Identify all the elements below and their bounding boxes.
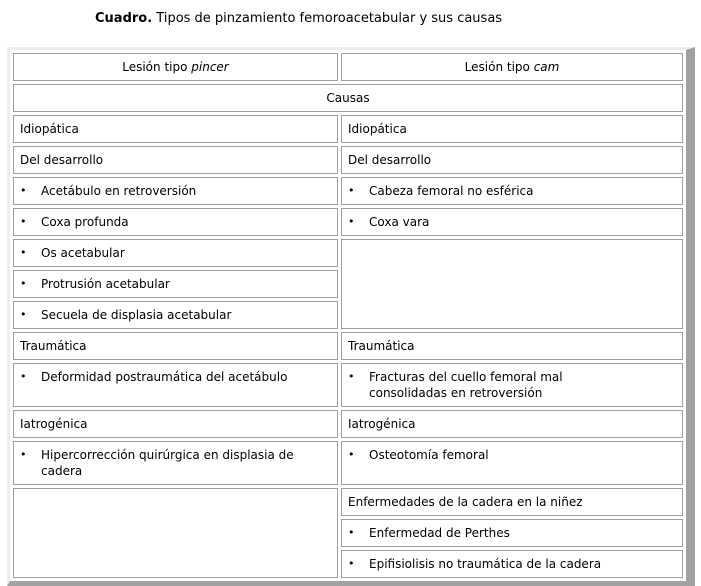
cell-cam-osteotomia: • Osteotomía femoral	[341, 441, 683, 485]
cell-cam-cabeza-no-esferica: • Cabeza femoral no esférica	[341, 177, 683, 205]
table-frame: Lesión tipo pincer Lesión tipo cam Causa…	[7, 47, 695, 586]
causes-table: Lesión tipo pincer Lesión tipo cam Causa…	[10, 50, 686, 581]
table-row: • Deformidad postraumática del acetábulo …	[13, 363, 683, 407]
bullet-icon: •	[348, 184, 355, 197]
bullet-text: Coxa vara	[369, 215, 430, 229]
table-row: Iatrogénica Iatrogénica	[13, 410, 683, 438]
bullet-text: Osteotomía femoral	[369, 448, 489, 462]
header-cam-prefix: Lesión tipo	[464, 60, 534, 74]
table-row: • Acetábulo en retroversión • Cabeza femor…	[13, 177, 683, 205]
cell-pincer-secuela-displasia: • Secuela de displasia acetabular	[13, 301, 338, 329]
bullet-icon: •	[348, 448, 355, 461]
cell-pincer-hipercorreccion: • Hipercorrección quirúrgica en displasia…	[13, 441, 338, 485]
header-pincer-emphasis: pincer	[191, 60, 229, 74]
bullet-icon: •	[20, 246, 27, 259]
bullet-text: Hipercorrección quirúrgica en displasia …	[41, 448, 294, 478]
cell-pincer-protrusion-acetabular: • Protrusión acetabular	[13, 270, 338, 298]
bullet-icon: •	[20, 184, 27, 197]
cell-cam-traumatica: Traumática	[341, 332, 683, 360]
table-row: Del desarrollo Del desarrollo	[13, 146, 683, 174]
bullet-text: Acetábulo en retroversión	[41, 184, 197, 198]
cell-cam-perthes: • Enfermedad de Perthes	[341, 519, 683, 547]
header-cam-emphasis: cam	[533, 60, 560, 74]
cell-pincer-iatrogenica: Iatrogénica	[13, 410, 338, 438]
bullet-text: Fracturas del cuello femoral mal consoli…	[369, 370, 563, 400]
table-row: Traumática Traumática	[13, 332, 683, 360]
bullet-text: Enfermedad de Perthes	[369, 526, 510, 540]
bullet-text: Secuela de displasia acetabular	[41, 308, 232, 322]
bullet-icon: •	[20, 448, 27, 461]
bullet-text: Coxa profunda	[41, 215, 129, 229]
cell-cam-enfermedades-ninez: Enfermedades de la cadera en la niñez	[341, 488, 683, 516]
bullet-text: Epifisiolisis no traumática de la cadera	[369, 557, 602, 571]
bullet-icon: •	[348, 370, 355, 383]
table-row: Enfermedades de la cadera en la niñez	[13, 488, 683, 578]
cell-pincer-acetabulo-retroversion: • Acetábulo en retroversión	[13, 177, 338, 205]
header-cam: Lesión tipo cam	[341, 53, 683, 81]
table-row-headers: Lesión tipo pincer Lesión tipo cam	[13, 53, 683, 81]
cell-cam-coxa-vara: • Coxa vara	[341, 208, 683, 236]
table-caption: Cuadro. Tipos de pinzamiento femoroaceta…	[95, 11, 502, 27]
causas-header-cell: Causas	[13, 84, 683, 112]
bullet-icon: •	[348, 526, 355, 539]
bullet-icon: •	[20, 277, 27, 290]
table-row: • Coxa profunda • Coxa vara	[13, 208, 683, 236]
table-row: • Enfermedad de Perthes	[13, 519, 683, 547]
cell-cam-idiopatica: Idiopática	[341, 115, 683, 143]
bullet-icon: •	[20, 370, 27, 383]
cell-cam-del-desarrollo: Del desarrollo	[341, 146, 683, 174]
empty-cell-pincer	[13, 488, 338, 578]
bullet-text: Cabeza femoral no esférica	[369, 184, 534, 198]
bullet-icon: •	[348, 215, 355, 228]
table-row: Idiopática Idiopática	[13, 115, 683, 143]
cell-pincer-del-desarrollo: Del desarrollo	[13, 146, 338, 174]
table-row: • Hipercorrección quirúrgica en displasia…	[13, 441, 683, 485]
table-row-causas: Causas	[13, 84, 683, 112]
cell-cam-epifisiolisis: • Epifisiolisis no traumática de la cader…	[341, 550, 683, 578]
header-pincer-prefix: Lesión tipo	[122, 60, 192, 74]
bullet-text: Deformidad postraumática del acetábulo	[41, 370, 288, 384]
caption-text: Tipos de pinzamiento femoroacetabular y …	[152, 11, 503, 26]
bullet-text: Os acetabular	[41, 246, 125, 260]
cell-pincer-os-acetabular: • Os acetabular	[13, 239, 338, 267]
table-row: • Os acetabular	[13, 239, 683, 329]
cell-pincer-deformidad-postraumatica: • Deformidad postraumática del acetábulo	[13, 363, 338, 407]
bullet-icon: •	[20, 215, 27, 228]
cell-cam-fracturas-cuello: • Fracturas del cuello femoral mal consol…	[341, 363, 683, 407]
cell-cam-iatrogenica: Iatrogénica	[341, 410, 683, 438]
bullet-icon: •	[348, 557, 355, 570]
header-pincer: Lesión tipo pincer	[13, 53, 338, 81]
table-row: • Secuela de displasia acetabular	[13, 301, 683, 329]
bullet-icon: •	[20, 308, 27, 321]
cell-pincer-idiopatica: Idiopática	[13, 115, 338, 143]
bullet-text: Protrusión acetabular	[41, 277, 170, 291]
caption-label: Cuadro.	[95, 11, 153, 26]
cell-pincer-coxa-profunda: • Coxa profunda	[13, 208, 338, 236]
table-row: • Protrusión acetabular	[13, 270, 683, 298]
empty-cell-cam	[341, 239, 683, 329]
cell-pincer-traumatica: Traumática	[13, 332, 338, 360]
